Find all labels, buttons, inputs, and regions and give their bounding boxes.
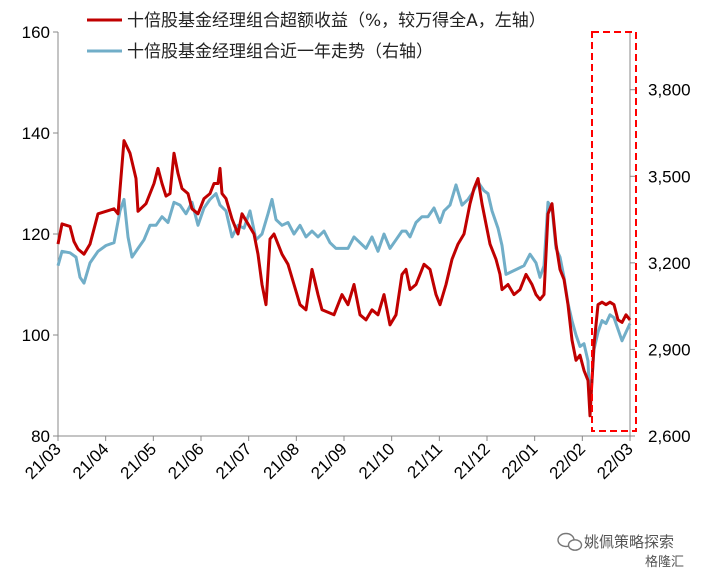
series-layer xyxy=(56,139,632,418)
series-line-trend xyxy=(56,180,632,409)
x-tick-label: 22/02 xyxy=(546,439,590,483)
right-tick-label: 3,200 xyxy=(648,254,691,273)
legend-label-excess: 十倍股基金经理组合超额收益（%，较万得全A，左轴） xyxy=(127,11,546,31)
left-tick-label: 80 xyxy=(31,427,50,446)
wechat-icon xyxy=(557,532,583,551)
watermark-brand: 姚佩策略探索 xyxy=(584,533,674,551)
right-tick-label: 2,900 xyxy=(648,340,691,359)
x-tick-label: 22/01 xyxy=(498,439,542,483)
legend-label-trend: 十倍股基金经理组合近一年走势（右轴） xyxy=(127,42,433,62)
highlight-box xyxy=(591,31,637,432)
right-tick-label: 3,500 xyxy=(648,167,691,186)
left-tick-label: 120 xyxy=(22,225,50,244)
left-tick-label: 140 xyxy=(22,124,50,143)
watermark: 姚佩策略探索 格隆汇 xyxy=(557,532,684,570)
x-tick-label: 21/09 xyxy=(307,439,351,483)
watermark-brand-secondary: 格隆汇 xyxy=(645,554,684,570)
x-axis: 21/03 21/04 21/05 21/06 21/07 21/08 21/09 21/10… xyxy=(21,435,637,483)
x-tick-label: 21/07 xyxy=(212,439,256,483)
x-tick-label: 21/10 xyxy=(355,439,399,483)
x-tick-label: 21/12 xyxy=(450,439,494,483)
right-y-axis: 2,600 2,900 3,200 3,500 3,800 xyxy=(629,32,691,446)
right-tick-label: 3,800 xyxy=(648,81,691,100)
x-tick-label: 21/04 xyxy=(69,439,113,483)
x-tick-label: 22/03 xyxy=(593,439,637,483)
left-tick-label: 160 xyxy=(22,23,50,42)
left-tick-label: 100 xyxy=(22,326,50,345)
x-tick-label: 21/08 xyxy=(260,439,304,483)
series-line-excess-return xyxy=(56,139,632,418)
legend: 十倍股基金经理组合超额收益（%，较万得全A，左轴） 十倍股基金经理组合近一年走势… xyxy=(87,11,546,62)
left-y-axis: 80 100 120 140 160 xyxy=(22,23,59,446)
x-tick-label: 21/06 xyxy=(164,439,208,483)
x-tick-label: 21/05 xyxy=(117,439,161,483)
right-tick-label: 2,600 xyxy=(648,427,691,446)
x-tick-label: 21/11 xyxy=(404,439,447,482)
